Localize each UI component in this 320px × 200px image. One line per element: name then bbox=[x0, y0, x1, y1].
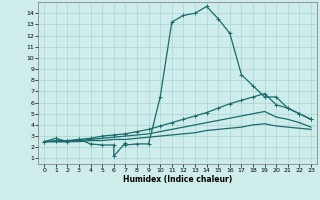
X-axis label: Humidex (Indice chaleur): Humidex (Indice chaleur) bbox=[123, 175, 232, 184]
